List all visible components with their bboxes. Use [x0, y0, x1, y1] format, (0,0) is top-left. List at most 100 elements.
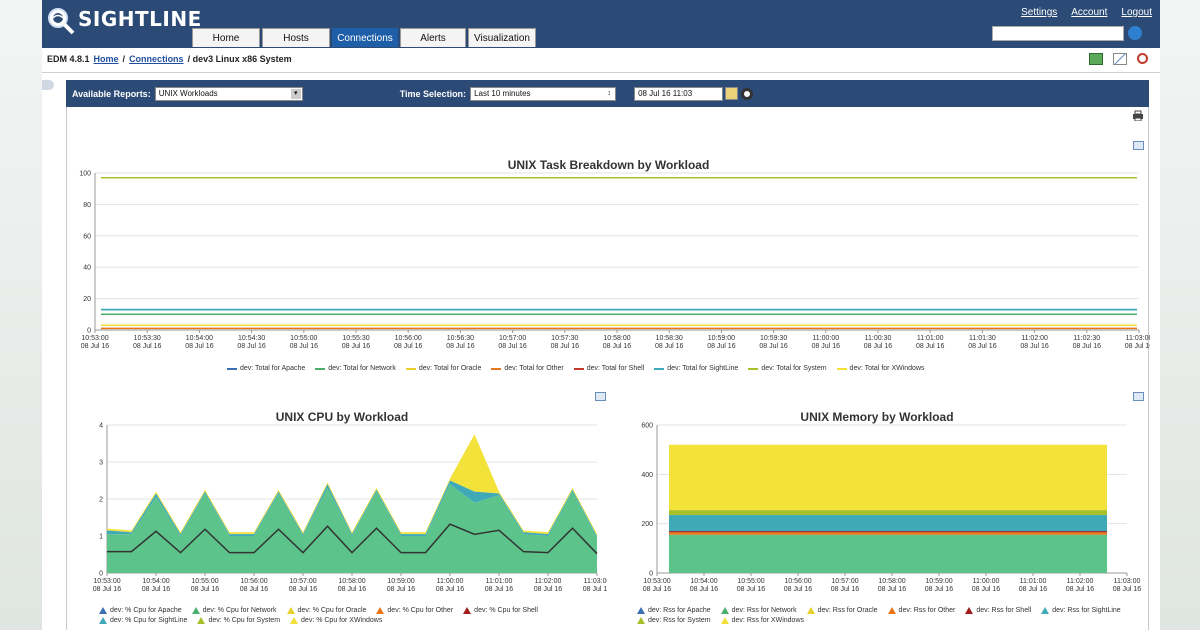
- breadcrumb-connections-link[interactable]: Connections: [129, 54, 184, 64]
- x-tick-date: 08 Jul 16: [485, 586, 514, 593]
- legend-item[interactable]: dev: % Cpu for Shell: [463, 607, 538, 614]
- legend-item[interactable]: dev: Rss for XWindows: [720, 617, 804, 624]
- settings-link[interactable]: Settings: [1021, 7, 1058, 18]
- search-icon[interactable]: [1128, 26, 1142, 40]
- x-tick-label: 11:03:00: [1126, 335, 1150, 342]
- x-tick-label: 11:00:00: [812, 335, 839, 342]
- legend-swatch: [720, 607, 729, 614]
- legend-item[interactable]: dev: Total for System: [748, 365, 827, 372]
- version-label: EDM 4.8.1: [47, 54, 90, 64]
- x-tick-label: 10:58:00: [878, 578, 905, 585]
- time-selection-select[interactable]: Last 10 minutes ↕: [470, 86, 617, 101]
- legend-item[interactable]: dev: Rss for Apache: [637, 607, 711, 614]
- print-icon[interactable]: [1132, 110, 1144, 121]
- x-tick-date: 08 Jul 16: [812, 343, 841, 350]
- memory-chart-legend: dev: Rss for Apache dev: Rss for Network d…: [637, 607, 1147, 624]
- legend-item[interactable]: dev: % Cpu for Other: [376, 607, 453, 614]
- zoom-tool-icon[interactable]: [1137, 53, 1148, 64]
- breadcrumb: EDM 4.8.1 Home / Connections / dev3 Linu…: [42, 48, 1160, 70]
- legend-item[interactable]: dev: Total for Oracle: [405, 365, 481, 372]
- breadcrumb-home-link[interactable]: Home: [93, 54, 119, 64]
- legend-label: dev: % Cpu for SightLine: [110, 617, 188, 624]
- task-chart-menu-icon[interactable]: [1133, 141, 1144, 150]
- task-chart-title: UNIX Task Breakdown by Workload: [507, 158, 710, 172]
- tab-alerts[interactable]: Alerts: [400, 28, 466, 47]
- available-reports-select[interactable]: UNIX Workloads ▾: [154, 86, 303, 101]
- cpu-chart-title: UNIX CPU by Workload: [275, 410, 409, 424]
- tab-home[interactable]: Home: [192, 28, 260, 47]
- logo[interactable]: SIGHTLINE: [46, 6, 202, 36]
- x-tick-label: 10:56:00: [240, 578, 267, 585]
- x-tick-date: 08 Jul 16: [436, 586, 465, 593]
- legend-item[interactable]: dev: Rss for Oracle: [806, 607, 878, 614]
- x-tick-label: 10:54:30: [238, 335, 265, 342]
- legend-item[interactable]: dev: Total for XWindows: [836, 365, 925, 372]
- date-value: 08 Jul 16 11:03: [638, 89, 693, 98]
- x-tick-date: 08 Jul 16: [551, 343, 580, 350]
- x-tick-date: 08 Jul 16: [878, 586, 907, 593]
- y-tick-label: 1: [99, 534, 103, 541]
- collapse-handle-icon[interactable]: [42, 80, 54, 90]
- legend-swatch: [227, 367, 237, 370]
- refresh-icon[interactable]: [741, 87, 754, 100]
- legend-item[interactable]: dev: Rss for System: [637, 617, 711, 624]
- date-input[interactable]: 08 Jul 16 11:03: [634, 86, 724, 101]
- cpu-chart-menu-icon[interactable]: [595, 392, 606, 401]
- legend-item[interactable]: dev: % Cpu for XWindows: [290, 617, 382, 624]
- x-tick-label: 10:53:00: [643, 578, 670, 585]
- tab-connections[interactable]: Connections: [332, 28, 398, 47]
- y-tick-label: 20: [83, 296, 91, 303]
- calendar-icon[interactable]: [725, 87, 739, 100]
- legend-item[interactable]: dev: % Cpu for SightLine: [99, 617, 187, 624]
- x-tick-label: 10:53:00: [93, 578, 120, 585]
- x-tick-label: 10:56:30: [447, 335, 474, 342]
- legend-item[interactable]: dev: Total for Network: [315, 365, 396, 372]
- y-tick-label: 400: [641, 472, 653, 479]
- x-tick-date: 08 Jul 16: [603, 343, 632, 350]
- legend-item[interactable]: dev: % Cpu for Oracle: [286, 607, 366, 614]
- export-icon[interactable]: [1089, 53, 1103, 65]
- legend-swatch: [1041, 607, 1050, 614]
- y-tick-label: 3: [99, 460, 103, 467]
- x-tick-date: 08 Jul 16: [81, 343, 110, 350]
- legend-label: dev: Rss for Apache: [648, 607, 711, 614]
- logout-link[interactable]: Logout: [1121, 7, 1152, 18]
- x-tick-label: 11:01:00: [917, 335, 944, 342]
- task-chart-legend: dev: Total for Apache dev: Total for Netw…: [227, 365, 1127, 372]
- legend-item[interactable]: dev: % Cpu for Apache: [99, 607, 182, 614]
- legend-label: dev: % Cpu for Apache: [110, 607, 182, 614]
- x-tick-label: 10:57:00: [499, 335, 526, 342]
- legend-item[interactable]: dev: Total for Other: [491, 365, 564, 372]
- legend-item[interactable]: dev: Total for Shell: [573, 365, 644, 372]
- tab-visualization[interactable]: Visualization: [468, 28, 536, 47]
- legend-item[interactable]: dev: % Cpu for Network: [191, 607, 277, 614]
- x-tick-date: 08 Jul 16: [864, 343, 893, 350]
- legend-item[interactable]: dev: Rss for SightLine: [1041, 607, 1121, 614]
- chart-tool-icon[interactable]: [1113, 53, 1127, 65]
- account-link[interactable]: Account: [1071, 7, 1108, 18]
- legend-item[interactable]: dev: Total for Apache: [227, 365, 305, 372]
- legend-item[interactable]: dev: Rss for Network: [720, 607, 797, 614]
- x-tick-label: 10:56:00: [395, 335, 422, 342]
- page-tools: [1089, 53, 1148, 65]
- memory-area-other: [669, 532, 1107, 535]
- x-tick-date: 08 Jul 16: [338, 586, 367, 593]
- legend-item[interactable]: dev: Rss for Other: [887, 607, 955, 614]
- legend-item[interactable]: dev: Rss for Shell: [965, 607, 1031, 614]
- legend-label: dev: Rss for Oracle: [817, 607, 878, 614]
- legend-item[interactable]: dev: % Cpu for System: [197, 617, 280, 624]
- x-tick-label: 11:02:30: [1073, 335, 1100, 342]
- x-tick-date: 08 Jul 16: [394, 343, 423, 350]
- legend-swatch: [573, 367, 584, 370]
- x-tick-date: 08 Jul 16: [498, 343, 527, 350]
- x-tick-date: 08 Jul 16: [583, 586, 607, 593]
- search-input[interactable]: [992, 26, 1124, 41]
- x-tick-label: 11:03:00: [584, 578, 607, 585]
- brand-name: SIGHTLINE: [78, 7, 202, 31]
- tab-hosts[interactable]: Hosts: [262, 28, 330, 47]
- legend-item[interactable]: dev: Total for SightLine: [654, 365, 738, 372]
- legend-label: dev: Total for XWindows: [849, 365, 925, 372]
- memory-chart-menu-icon[interactable]: [1133, 392, 1144, 401]
- x-tick-label: 11:01:30: [969, 335, 996, 342]
- x-tick-date: 08 Jul 16: [1073, 343, 1102, 350]
